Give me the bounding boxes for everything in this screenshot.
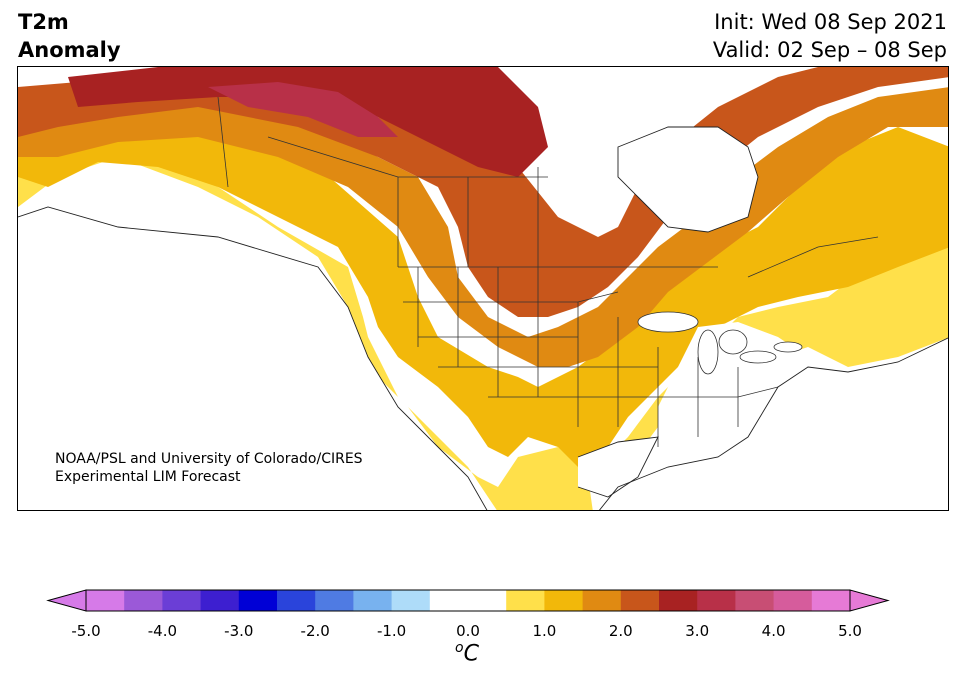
colorbar-tick-label: 3.0 [685, 622, 710, 640]
gulf-of-mexico [578, 437, 658, 497]
region-magenta [208, 82, 398, 137]
colorbar-bin [238, 590, 278, 611]
colorbar-tick-label: -3.0 [224, 622, 254, 640]
atlantic-ocean [599, 337, 948, 510]
anomaly-map [17, 66, 949, 511]
hudson-bay [618, 127, 758, 232]
colorbar-tick-label: 0.0 [456, 622, 480, 640]
colorbar-tick-label: 4.0 [761, 622, 786, 640]
colorbar-unit: oC [455, 640, 479, 666]
colorbar-bin [353, 590, 393, 611]
colorbar-bin [200, 590, 240, 611]
date-info: Init: Wed 08 Sep 2021 Valid: 02 Sep – 08… [713, 8, 947, 64]
colorbar-bin [544, 590, 584, 611]
valid-date: Valid: 02 Sep – 08 Sep [712, 38, 947, 62]
great-lakes [637, 311, 803, 375]
colorbar-tick-label: 2.0 [608, 622, 633, 640]
colorbar-tick-label: -5.0 [71, 622, 101, 640]
unit-degree: o [455, 640, 464, 656]
map-title: T2m Anomaly [18, 8, 121, 64]
unit-letter: C [463, 641, 479, 667]
colorbar-bin [315, 590, 354, 611]
region-red [68, 67, 548, 177]
colorbar-bin [429, 590, 469, 611]
political-boundaries [217, 96, 879, 447]
colorbar-bin [391, 590, 431, 611]
title-line2: Anomaly [18, 38, 121, 62]
colorbar-over-arrow [849, 589, 890, 612]
colorbar-bin [162, 590, 202, 611]
colorbar-bin [620, 590, 660, 611]
colorbar [46, 589, 890, 612]
credit-text: NOAA/PSL and University of Colorado/CIRE… [55, 450, 363, 486]
colorbar-bin [659, 590, 698, 611]
colorbar-tick-label: -4.0 [147, 622, 178, 640]
init-date: Init: Wed 08 Sep 2021 [714, 10, 947, 34]
colorbar-tick-label: 5.0 [838, 622, 862, 640]
colorbar-bin [697, 590, 736, 611]
pacific-ocean [18, 207, 487, 510]
colorbar-under-arrow [46, 589, 87, 612]
colorbar-bin [773, 590, 813, 611]
colorbar-tick-label: -2.0 [300, 622, 330, 640]
colorbar-bin [506, 590, 545, 611]
colorbar-bin [811, 590, 851, 611]
colorbar-tick-label: 1.0 [532, 622, 557, 640]
coastlines [18, 126, 948, 510]
region-gold [18, 97, 948, 467]
colorbar-bin [277, 590, 316, 611]
credit-line2: Experimental LIM Forecast [55, 469, 241, 485]
map-svg [18, 67, 948, 510]
colorbar-tick-label: -1.0 [376, 622, 407, 640]
colorbar-bin [86, 590, 125, 611]
colorbar-bin [582, 590, 622, 611]
eastern-us-neutral [658, 322, 808, 437]
colorbar-bin [735, 590, 775, 611]
colorbar-border [85, 589, 851, 612]
colorbar-bin [124, 590, 163, 611]
title-line1: T2m [18, 10, 69, 34]
colorbar-bin [468, 590, 507, 611]
credit-line1: NOAA/PSL and University of Colorado/CIRE… [55, 451, 363, 467]
